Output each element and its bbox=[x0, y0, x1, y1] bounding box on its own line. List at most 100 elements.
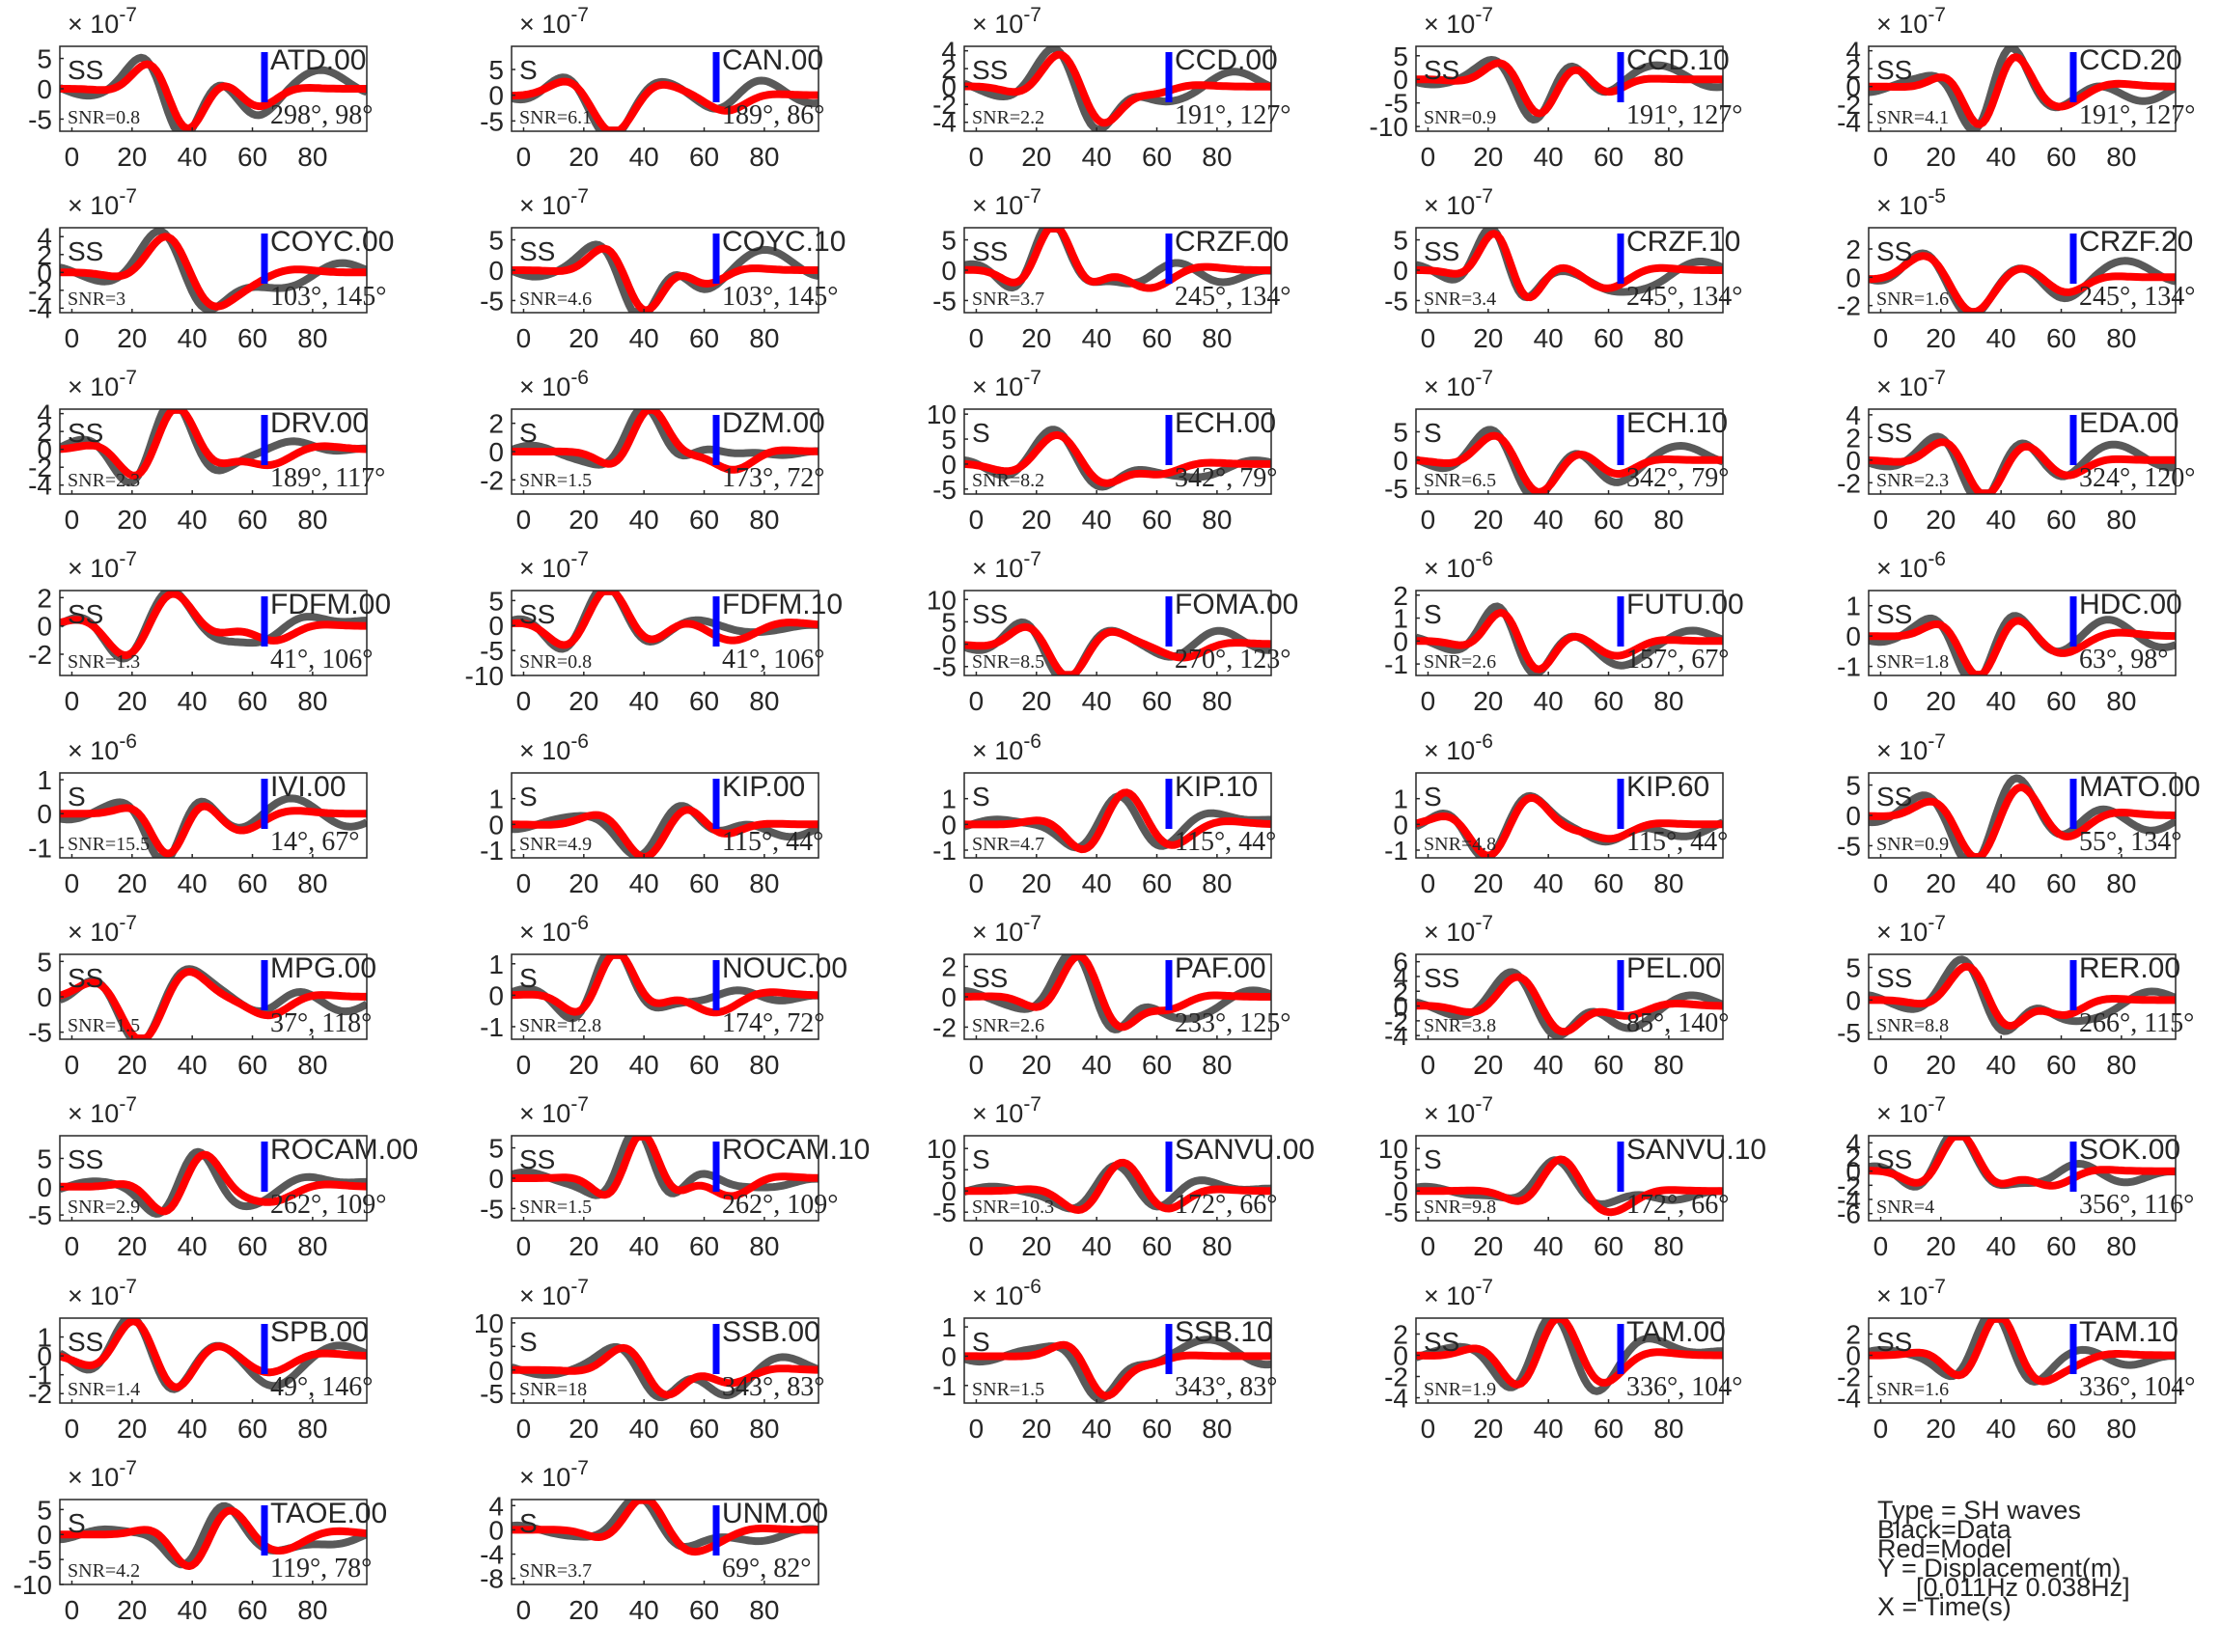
y-tick-label: 2 bbox=[1393, 581, 1408, 611]
model-trace bbox=[60, 1506, 367, 1570]
x-tick-label: 40 bbox=[178, 1050, 208, 1080]
x-tick-label: 80 bbox=[297, 505, 327, 535]
legend-y: Y = Displacement(m) bbox=[1877, 1554, 2122, 1583]
exponent-label: × 10-6 bbox=[1424, 548, 1493, 583]
y-tick-label: 0 bbox=[37, 1172, 52, 1202]
x-tick-label: 80 bbox=[1653, 142, 1683, 172]
x-tick-label: 60 bbox=[689, 1050, 719, 1080]
azimuth-label: 115°, 44° bbox=[1626, 827, 1728, 857]
x-tick-label: 60 bbox=[1142, 323, 1172, 353]
exponent-label: × 10-7 bbox=[1876, 1276, 1946, 1310]
y-tick-label: -4 bbox=[932, 108, 957, 138]
x-tick-label: 0 bbox=[1873, 505, 1889, 535]
exponent-power: -7 bbox=[1928, 4, 1946, 26]
axes-box bbox=[963, 408, 1272, 495]
azimuth-label: 41°, 106° bbox=[270, 645, 373, 675]
y-tick-label: -4 bbox=[480, 1540, 504, 1570]
exponent-power: -7 bbox=[119, 548, 137, 570]
y-tick-label: 0 bbox=[37, 435, 52, 465]
axes-box bbox=[59, 408, 368, 495]
y-tick-label: -5 bbox=[1384, 89, 1408, 119]
exponent-label: × 10-7 bbox=[68, 185, 137, 220]
exponent-power: -7 bbox=[1023, 185, 1041, 207]
x-tick-label: 40 bbox=[1534, 1414, 1564, 1444]
axes-box bbox=[1415, 772, 1724, 859]
model-trace bbox=[1416, 1318, 1723, 1389]
station-label: ECH.00 bbox=[1175, 407, 1276, 439]
azimuth-label: 103°, 145° bbox=[270, 282, 386, 312]
exponent-power: -7 bbox=[119, 912, 137, 934]
x-tick-label: 20 bbox=[117, 505, 147, 535]
axes-box bbox=[963, 45, 1272, 132]
x-tick-label: 20 bbox=[569, 142, 598, 172]
legend-x: X = Time(s) bbox=[1877, 1592, 2012, 1621]
exponent-power: -7 bbox=[570, 4, 589, 26]
station-label: KIP.00 bbox=[722, 771, 805, 803]
azimuth-label: 342°, 79° bbox=[1626, 463, 1729, 493]
snr-label: SNR=1.3 bbox=[68, 651, 140, 673]
snr-label: SNR=1.9 bbox=[1424, 1379, 1496, 1400]
phase-label: SS bbox=[1876, 236, 1912, 266]
azimuth-label: 14°, 67° bbox=[270, 827, 359, 857]
phase-label: SS bbox=[972, 599, 1008, 629]
y-tick-label: 0 bbox=[1393, 65, 1408, 95]
y-tick-label: 5 bbox=[941, 607, 957, 637]
phase-label: SS bbox=[1424, 1327, 1459, 1357]
model-trace bbox=[1416, 973, 1723, 1036]
station-label: KIP.60 bbox=[1626, 771, 1709, 803]
x-tick-label: 40 bbox=[629, 1050, 659, 1080]
exponent-power: -7 bbox=[1928, 367, 1946, 389]
y-tick-label: 5 bbox=[488, 1332, 504, 1362]
model-trace bbox=[60, 409, 367, 480]
snr-label: SNR=0.9 bbox=[1424, 107, 1496, 128]
y-tick-label: 0 bbox=[941, 982, 957, 1012]
exponent-label: × 10-7 bbox=[68, 367, 137, 401]
x-tick-label: 0 bbox=[65, 1050, 80, 1080]
y-tick-label: -2 bbox=[480, 465, 504, 495]
x-tick-label: 0 bbox=[1873, 686, 1889, 716]
y-tick-label: 0 bbox=[941, 450, 957, 480]
x-tick-label: 0 bbox=[516, 323, 532, 353]
phase-label: SS bbox=[1424, 55, 1459, 85]
exponent-power: -7 bbox=[1928, 1276, 1946, 1298]
station-label: EDA.00 bbox=[2079, 407, 2178, 439]
y-tick-label: 0 bbox=[1393, 256, 1408, 286]
snr-label: SNR=2.3 bbox=[1876, 470, 1949, 491]
subplot-ivi-00: 0 20 40 60 80 1 0 -1 × 10-6 S IVI.00 SNR=15.5 14°, 6… bbox=[28, 730, 368, 898]
y-tick-label: 4 bbox=[1393, 962, 1408, 992]
y-tick-label: 6 bbox=[1393, 948, 1408, 977]
x-tick-label: 60 bbox=[2046, 1231, 2076, 1261]
x-tick-label: 60 bbox=[1142, 1231, 1172, 1261]
x-tick-label: 60 bbox=[237, 1231, 267, 1261]
station-label: CCD.00 bbox=[1175, 44, 1278, 76]
station-label: MATO.00 bbox=[2079, 771, 2201, 803]
snr-label: SNR=3.4 bbox=[1424, 289, 1496, 310]
phase-label: SS bbox=[972, 963, 1008, 993]
y-tick-label: -5 bbox=[932, 286, 957, 316]
y-tick-label: 0 bbox=[488, 810, 504, 840]
model-trace bbox=[964, 954, 1271, 1032]
y-tick-label: 1 bbox=[1393, 604, 1408, 634]
data-trace bbox=[1869, 1318, 2176, 1386]
x-tick-label: 20 bbox=[117, 686, 147, 716]
x-tick-label: 0 bbox=[1421, 1050, 1436, 1080]
axes-box bbox=[1868, 1317, 2177, 1404]
y-tick-label: -4 bbox=[1384, 1021, 1408, 1051]
y-tick-label: -1 bbox=[1384, 649, 1408, 679]
x-tick-label: 80 bbox=[297, 1231, 327, 1261]
y-tick-label: -5 bbox=[28, 1200, 52, 1230]
y-tick-label: -2 bbox=[28, 640, 52, 670]
phase-label: S bbox=[1424, 418, 1442, 448]
exponent-power: -7 bbox=[570, 1457, 589, 1479]
model-trace bbox=[1869, 784, 2176, 858]
phase-label: SS bbox=[68, 236, 103, 266]
y-tick-label: 2 bbox=[1393, 977, 1408, 1006]
x-tick-label: 80 bbox=[2106, 868, 2136, 898]
x-tick-label: 40 bbox=[1082, 1050, 1112, 1080]
x-tick-label: 60 bbox=[237, 505, 267, 535]
